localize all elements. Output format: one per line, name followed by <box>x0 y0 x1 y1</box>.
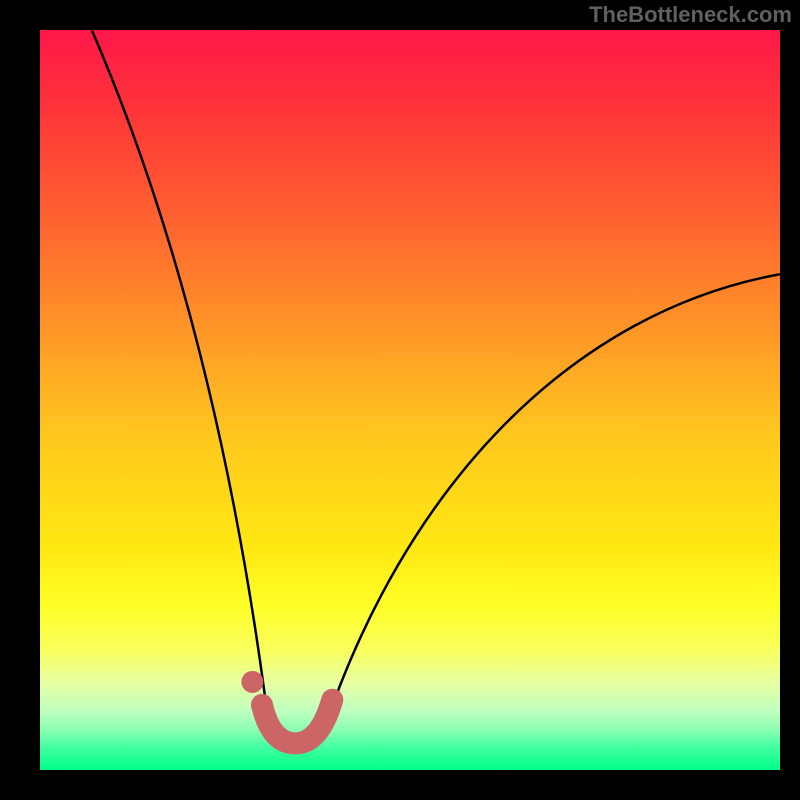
curve-right-branch <box>320 274 780 742</box>
curve-layer <box>40 30 780 770</box>
marker-dot <box>241 671 263 693</box>
curve-left-branch <box>92 30 271 743</box>
marker-u-shape <box>262 700 332 744</box>
chart-plot-area <box>40 30 780 770</box>
watermark-text: TheBottleneck.com <box>589 2 792 28</box>
